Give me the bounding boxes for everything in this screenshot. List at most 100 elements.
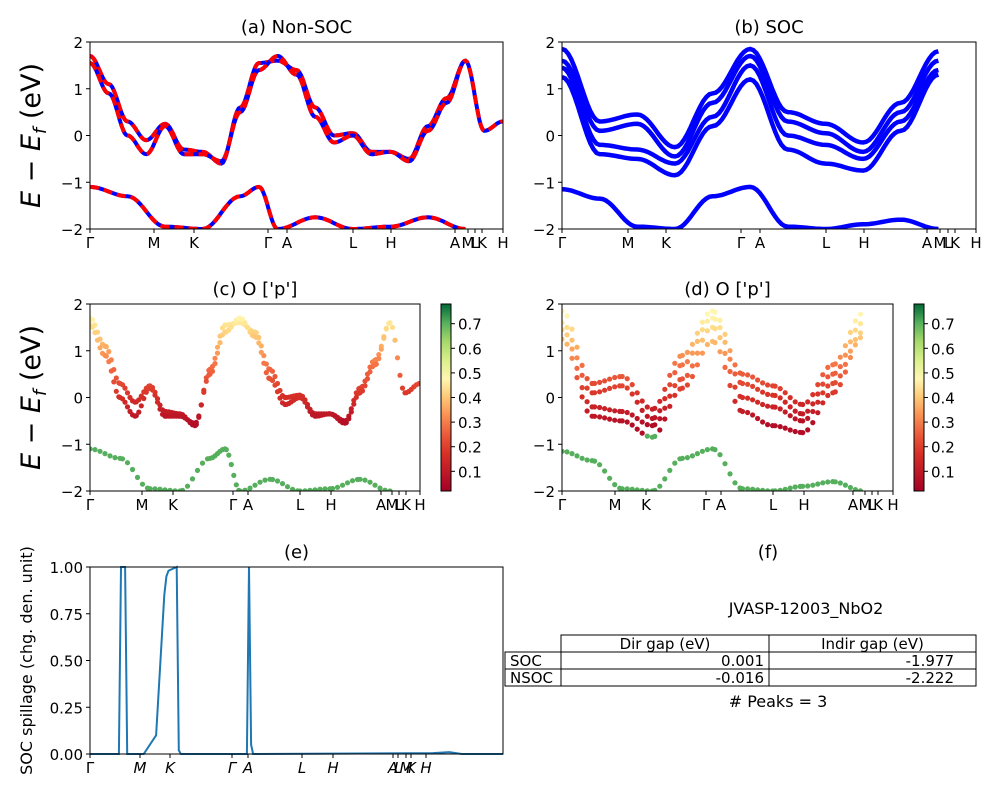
scatter-point [612, 408, 618, 414]
scatter-point [612, 384, 618, 390]
scatter-point [619, 383, 625, 389]
scatter-point [842, 369, 849, 375]
scatter-point [607, 475, 613, 481]
scatter-point [634, 390, 640, 396]
scatter-point [274, 389, 281, 395]
scatter-point [383, 326, 389, 332]
scatter-point [244, 324, 251, 330]
scatter-point [672, 460, 678, 466]
x-tick-label: K [189, 234, 200, 252]
scatter-point [689, 363, 696, 369]
scatter-point [392, 337, 398, 343]
scatter-point [820, 381, 826, 387]
scatter-point [562, 336, 565, 342]
scatter-point [92, 330, 98, 336]
scatter-point [639, 398, 645, 404]
band-line [562, 63, 939, 166]
scatter-point [639, 430, 645, 436]
x-tick-label: L [296, 496, 305, 514]
scatter-point [381, 335, 387, 341]
x-tick-label: H [414, 496, 425, 514]
scatter-point [842, 361, 849, 367]
scatter-point [607, 416, 613, 422]
scatter-point [755, 399, 761, 405]
scatter-point [564, 449, 570, 455]
scatter-point [111, 379, 117, 385]
scatter-point [562, 308, 565, 314]
x-tick-label: A [387, 759, 398, 777]
scatter-point [212, 355, 218, 361]
scatter-point [712, 326, 718, 332]
scatter-point [184, 483, 191, 489]
scatter-point [832, 380, 838, 386]
scatter-point [820, 372, 826, 378]
axes-frame [561, 303, 894, 492]
scatter-point [228, 324, 234, 330]
scatter-point [584, 408, 590, 414]
scatter-point [694, 451, 701, 457]
scatter-point [569, 355, 575, 361]
scatter-point [667, 467, 673, 473]
scatter-point [857, 335, 864, 341]
scatter-point [815, 382, 821, 388]
scatter-point [832, 361, 838, 367]
scatter-point [634, 415, 640, 422]
scatter-point [269, 368, 276, 374]
scatter-point [597, 462, 603, 468]
y-tick-label: 0.50 [50, 653, 83, 671]
scatter-point [302, 488, 308, 491]
x-tick-label: K [641, 496, 652, 514]
scatter-point [122, 385, 128, 391]
scatter-point [607, 376, 613, 382]
scatter-point [262, 477, 268, 483]
scatter-point [272, 373, 278, 380]
scatter-point [214, 350, 221, 356]
scatter-point [269, 476, 276, 483]
y-tick-label: −2 [61, 483, 83, 501]
y-tick-label: −2 [533, 221, 555, 239]
y-tick-label: 0 [545, 390, 555, 408]
scatter-point [612, 482, 618, 488]
scatter-point [657, 427, 663, 433]
scatter-point [124, 390, 131, 396]
table-panel-title: (f) [758, 542, 778, 563]
scatter-point [343, 420, 349, 426]
scatter-point [727, 356, 733, 362]
y-axis-label-part: f [30, 387, 51, 396]
scatter-point [832, 370, 838, 376]
scatter-point [113, 375, 119, 381]
scatter-point [745, 381, 751, 387]
scatter-point [203, 378, 209, 384]
scatter-point [755, 386, 761, 392]
scatter-point [684, 455, 691, 461]
scatter-point [329, 485, 336, 491]
colorbar-tick-label: 0.7 [931, 316, 955, 334]
scatter-point [755, 487, 761, 491]
scatter-point [837, 354, 843, 360]
scatter-point [624, 486, 630, 491]
x-tick-label: M [462, 234, 475, 252]
scatter-point [223, 447, 229, 453]
y-axis-label-part: E [16, 134, 47, 151]
scatter-point [792, 484, 798, 490]
scatter-point [684, 382, 691, 388]
scatter-point [765, 422, 771, 428]
x-tick-label: H [325, 496, 336, 514]
scatter-point [782, 409, 788, 415]
scatter-point [652, 433, 658, 439]
scatter-point [760, 487, 766, 491]
scatter-point [694, 330, 701, 336]
y-tick-label: 2 [73, 34, 83, 52]
scatter-point [269, 377, 276, 384]
scatter-point [584, 399, 590, 405]
scatter-point [274, 478, 281, 484]
scatter-point [792, 399, 798, 405]
scatter-point [624, 419, 630, 425]
scatter-point [815, 410, 821, 416]
scatter-point [787, 395, 793, 401]
colorbar-tick-label: 0.1 [458, 463, 482, 481]
x-tick-label: L [395, 496, 404, 514]
colorbar-tick-label: 0.4 [931, 390, 955, 408]
y-tick-label: −1 [61, 174, 83, 192]
